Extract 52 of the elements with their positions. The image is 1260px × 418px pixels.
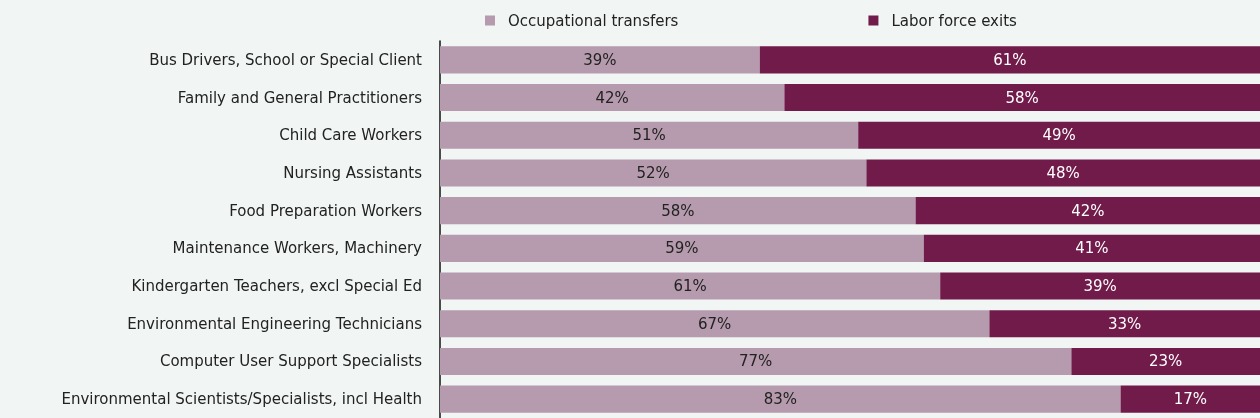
data-label: 83%: [763, 390, 797, 409]
data-label: 17%: [1173, 390, 1207, 409]
y-tick-label: Environmental Scientists/Specialists, incl Health: [61, 390, 422, 409]
bar: [440, 159, 867, 187]
bar: [1071, 347, 1260, 376]
bar: [440, 83, 785, 112]
data-label: 52%: [636, 163, 670, 182]
data-label: 58%: [661, 201, 695, 220]
data-label: 61%: [673, 277, 707, 296]
y-tick-label: Family and General Practitioners: [177, 88, 423, 107]
data-label: 51%: [632, 126, 666, 145]
data-label: 59%: [665, 239, 699, 258]
bar: [440, 310, 990, 338]
bar: [1120, 385, 1260, 413]
bar: [866, 159, 1260, 187]
bar: [440, 121, 859, 149]
y-tick-label: Maintenance Workers, Machinery: [172, 239, 423, 258]
data-label: 58%: [1005, 88, 1039, 107]
bar: [759, 46, 1260, 74]
legend-label: Labor force exits: [891, 11, 1018, 30]
bar: [923, 234, 1260, 262]
data-label: 48%: [1046, 163, 1080, 182]
bar: [440, 272, 941, 300]
legend-label: Occupational transfers: [508, 11, 679, 30]
y-tick-label: Computer User Support Specialists: [159, 352, 423, 371]
bar: [940, 272, 1260, 300]
bar: [440, 385, 1121, 413]
bar: [858, 121, 1260, 149]
y-tick-label: Environmental Engineering Technicians: [127, 314, 423, 333]
data-label: 61%: [993, 50, 1027, 69]
data-label: 77%: [739, 352, 773, 371]
bar: [440, 234, 924, 262]
y-tick-label: Kindergarten Teachers, excl Special Ed: [131, 277, 422, 296]
y-tick-label: Bus Drivers, School or Special Client: [149, 50, 423, 69]
data-label: 41%: [1075, 239, 1109, 258]
y-tick-label: Child Care Workers: [279, 126, 423, 145]
data-label: 33%: [1108, 314, 1142, 333]
y-tick-label: Food Preparation Workers: [229, 201, 423, 220]
bar: [915, 197, 1260, 225]
data-label: 42%: [1071, 201, 1105, 220]
data-label: 49%: [1042, 126, 1076, 145]
bar: [440, 197, 916, 225]
bar: [440, 347, 1072, 376]
data-label: 67%: [698, 314, 732, 333]
data-label: 23%: [1149, 352, 1183, 371]
data-label: 39%: [1083, 277, 1117, 296]
bar: [440, 46, 760, 74]
bar: [989, 310, 1260, 338]
y-tick-label: Nursing Assistants: [283, 163, 423, 182]
data-label: 42%: [595, 88, 629, 107]
bar: [784, 83, 1260, 112]
data-label: 39%: [583, 50, 617, 69]
